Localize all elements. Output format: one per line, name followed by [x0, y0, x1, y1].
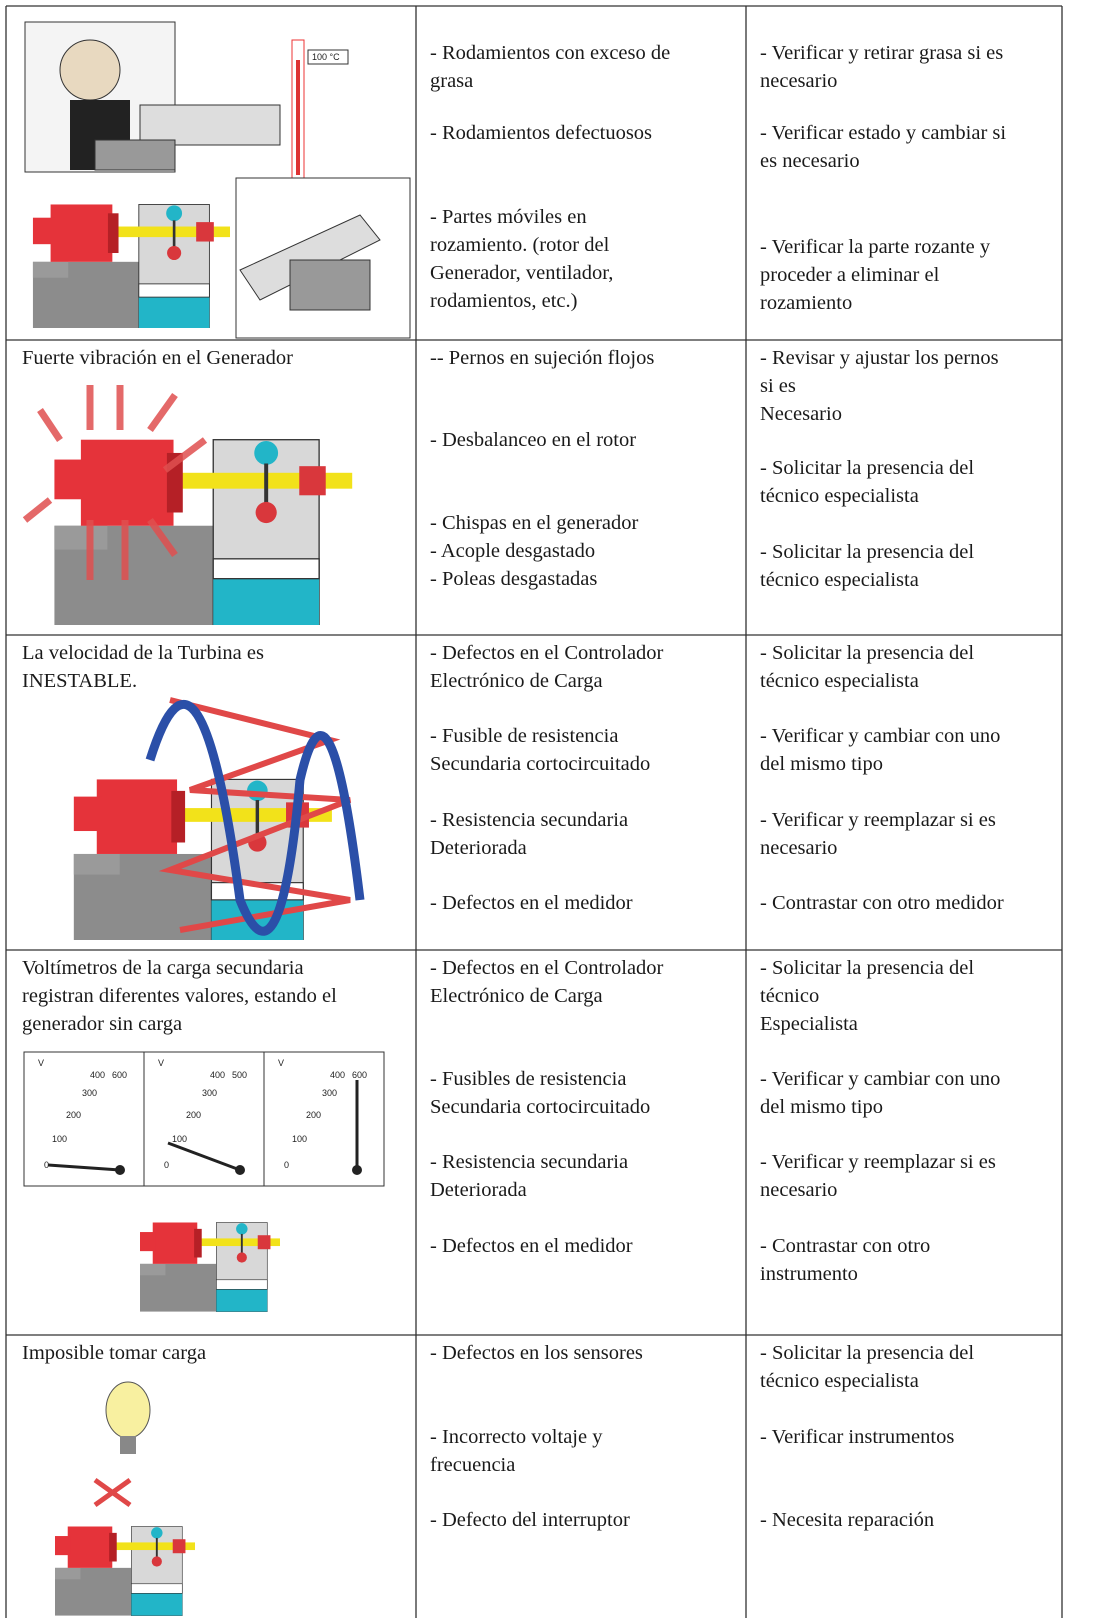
cell-text: si es — [760, 375, 796, 397]
cell-text: rodamientos, etc.) — [430, 290, 577, 312]
cell-text: - Defectos en el medidor — [430, 1235, 633, 1257]
cell-text: Deteriorada — [430, 1179, 527, 1201]
cell-text: Secundaria cortocircuitado — [430, 753, 650, 775]
cell-text: Electrónico de Carga — [430, 985, 603, 1007]
gauge-scale: 600 — [112, 1070, 127, 1080]
cell-text: - Defectos en los sensores — [430, 1342, 643, 1364]
cell-text: - Chispas en el generador — [430, 512, 639, 534]
cell-text: técnico — [760, 985, 819, 1007]
gauge-scale: 200 — [306, 1110, 321, 1120]
cell-text: - Solicitar la presencia del — [760, 957, 974, 979]
cell-text: proceder a eliminar el — [760, 264, 940, 286]
cell-text: frecuencia — [430, 1454, 515, 1476]
cell-text: del mismo tipo — [760, 1096, 883, 1118]
cell-text: - Verificar estado y cambiar si — [760, 122, 1006, 144]
cell-text: - Solicitar la presencia del — [760, 457, 974, 479]
gauge-scale: 600 — [352, 1070, 367, 1080]
cell-text: - Defecto del interruptor — [430, 1509, 630, 1531]
cell-text: - Poleas desgastadas — [430, 568, 597, 590]
cell-text: - Contrastar con otro — [760, 1235, 930, 1257]
cell-text: Secundaria cortocircuitado — [430, 1096, 650, 1118]
cell-text: instrumento — [760, 1263, 858, 1285]
cell-text: - Solicitar la presencia del — [760, 642, 974, 664]
gauge-unit: V — [38, 1058, 44, 1068]
gauge-scale: 100 — [172, 1134, 187, 1144]
cell-text: Especialista — [760, 1013, 858, 1035]
cell-text: necesario — [760, 1179, 837, 1201]
cell-text: técnico especialista — [760, 670, 919, 692]
cell-text: - Defectos en el medidor — [430, 892, 633, 914]
gauge-scale: 0 — [44, 1160, 49, 1170]
gauge-unit: V — [278, 1058, 284, 1068]
gauge-scale: 100 — [292, 1134, 307, 1144]
cell-text: rozamiento — [760, 292, 852, 314]
cell-text: - Desbalanceo en el rotor — [430, 429, 636, 451]
cell-text: - Solicitar la presencia del — [760, 1342, 974, 1364]
cell-text: - Defectos en el Controlador — [430, 642, 664, 664]
gauge-scale: 200 — [186, 1110, 201, 1120]
gauge-scale: 300 — [202, 1088, 217, 1098]
illustration — [22, 21, 411, 1617]
table-text: - Rodamientos con exceso de grasa - Rodami… — [22, 42, 1006, 1531]
cell-text: necesario — [760, 70, 837, 92]
cell-text: - Defectos en el Controlador — [430, 957, 664, 979]
cell-text: Fuerte vibración en el Generador — [22, 347, 293, 369]
cell-text: - Resistencia secundaria — [430, 809, 628, 831]
gauge-scale: 100 — [52, 1134, 67, 1144]
cell-text: Generador, ventilador, — [430, 262, 613, 284]
cell-text: - Verificar la parte rozante y — [760, 236, 991, 258]
cell-text: - Solicitar la presencia del — [760, 541, 974, 563]
cell-text: grasa — [430, 70, 473, 92]
gauge-scale: 300 — [82, 1088, 97, 1098]
cell-text: INESTABLE. — [22, 670, 137, 692]
cell-text: técnico especialista — [760, 485, 919, 507]
cell-text: técnico especialista — [760, 1370, 919, 1392]
cell-text: -- Pernos en sujeción flojos — [430, 347, 654, 369]
gauge-unit: V — [158, 1058, 164, 1068]
cell-text: - Verificar y cambiar con uno — [760, 1068, 1000, 1090]
cell-text: Necesario — [760, 403, 842, 425]
gauge-scale: 400 — [90, 1070, 105, 1080]
cell-text: - Partes móviles en — [430, 206, 587, 228]
cell-text: - Verificar y cambiar con uno — [760, 725, 1000, 747]
cell-text: - Incorrecto voltaje y — [430, 1426, 603, 1448]
cell-text: rozamiento. (rotor del — [430, 234, 610, 256]
cell-text: La velocidad de la Turbina es — [22, 642, 264, 664]
cell-text: - Resistencia secundaria — [430, 1151, 628, 1173]
cell-text: registran diferentes valores, estando el — [22, 985, 337, 1007]
cell-text: - Rodamientos defectuosos — [430, 122, 652, 144]
cell-text: - Verificar y reemplazar si es — [760, 1151, 996, 1173]
cell-text: - Contrastar con otro medidor — [760, 892, 1004, 914]
cell-text: - Fusible de resistencia — [430, 725, 618, 747]
cell-text: Deteriorada — [430, 837, 527, 859]
gauge-scale: 400 — [210, 1070, 225, 1080]
cell-text: necesario — [760, 837, 837, 859]
cell-text: técnico especialista — [760, 569, 919, 591]
cell-text: Imposible tomar carga — [22, 1342, 206, 1364]
cell-text: - Necesita reparación — [760, 1509, 934, 1531]
cell-text: - Verificar y reemplazar si es — [760, 809, 996, 831]
gauge-scale: 0 — [284, 1160, 289, 1170]
cell-text: del mismo tipo — [760, 753, 883, 775]
cell-text: Electrónico de Carga — [430, 670, 603, 692]
cell-text: es necesario — [760, 150, 860, 172]
cell-text: - Rodamientos con exceso de — [430, 42, 670, 64]
gauge-scale: 300 — [322, 1088, 337, 1098]
cell-text: - Verificar instrumentos — [760, 1426, 954, 1448]
gauge-scale: 200 — [66, 1110, 81, 1120]
gauge-scale: 0 — [164, 1160, 169, 1170]
cell-text: - Acople desgastado — [430, 540, 595, 562]
cell-text: - Verificar y retirar grasa si es — [760, 42, 1003, 64]
cell-text: - Revisar y ajustar los pernos — [760, 347, 999, 369]
thermometer-label: 100 °C — [312, 52, 340, 62]
cell-text: generador sin carga — [22, 1013, 182, 1035]
cell-text: - Fusibles de resistencia — [430, 1068, 626, 1090]
gauge-scale: 500 — [232, 1070, 247, 1080]
cell-text: Voltímetros de la carga secundaria — [22, 957, 304, 979]
gauge-scale: 400 — [330, 1070, 345, 1080]
